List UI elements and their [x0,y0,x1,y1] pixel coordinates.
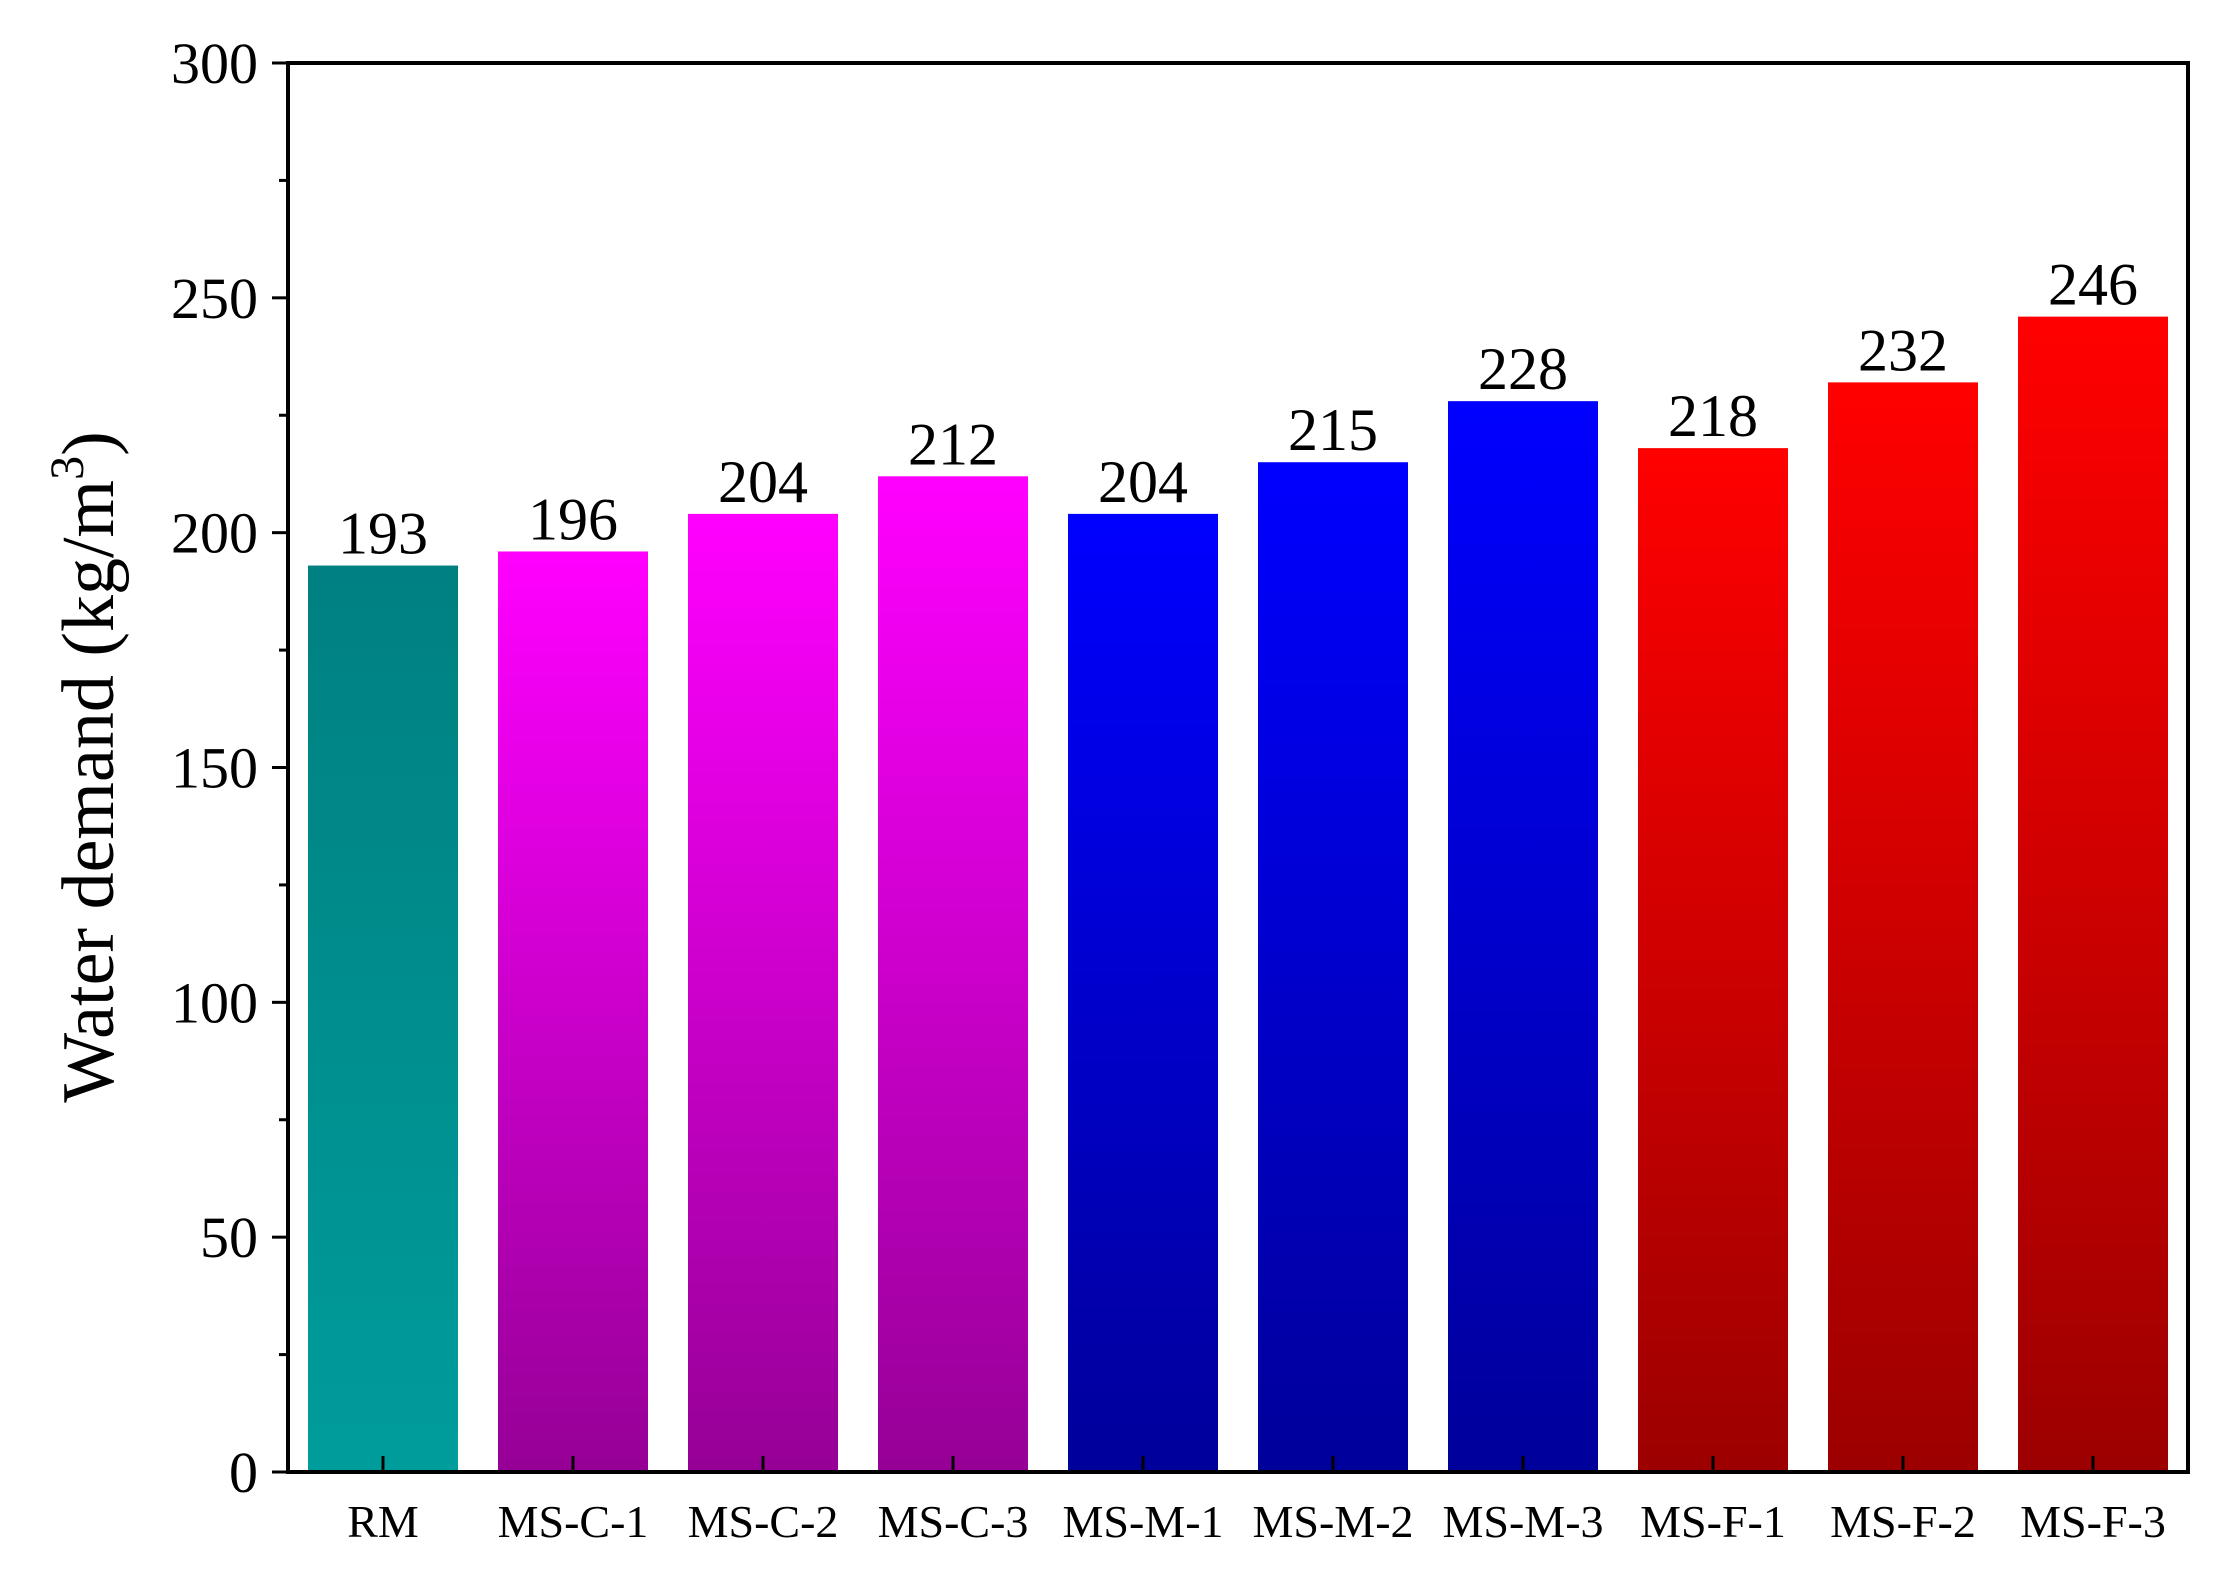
x-tick-label-ms-m-2: MS-M-2 [1252,1496,1413,1547]
x-tick-label-ms-f-3: MS-F-3 [2020,1496,2166,1547]
bar-ms-m-1 [1068,513,1218,1472]
data-label-ms-f-1: 218 [1668,383,1758,449]
data-label-ms-m-2: 215 [1288,397,1378,463]
x-tick-label-ms-m-3: MS-M-3 [1442,1496,1603,1547]
y-axis-title-close: ) [48,431,130,456]
y-tick-label-50: 50 [200,1205,258,1270]
y-tick-label-200: 200 [171,501,258,566]
y-axis-title: Water demand (kg/m3) [41,431,130,1102]
y-tick-label-0: 0 [229,1440,258,1505]
bar-ms-m-3 [1448,401,1598,1472]
data-label-rm: 193 [338,501,428,567]
y-tick-label-250: 250 [171,266,258,331]
y-axis-title-superscript: 3 [41,456,94,480]
data-label-ms-f-2: 232 [1858,317,1948,383]
bar-ms-m-2 [1258,462,1408,1472]
y-tick-label-300: 300 [171,31,258,96]
data-label-ms-m-1: 204 [1098,449,1188,515]
x-tick-label-ms-f-2: MS-F-2 [1830,1496,1976,1547]
data-labels: 193 196 204 212 204 215 228 218 232 246 [338,252,2138,567]
y-ticks: 0 50 100 150 200 250 300 [171,31,288,1505]
bars-layer [308,316,2168,1473]
data-label-ms-c-2: 204 [718,449,808,515]
x-tick-label-ms-c-2: MS-C-2 [688,1496,839,1547]
x-tick-label-ms-f-1: MS-F-1 [1640,1496,1786,1547]
bar-ms-f-1 [1638,448,1788,1472]
y-tick-label-150: 150 [171,736,258,801]
bar-ms-f-3 [2018,316,2168,1472]
bar-ms-c-1 [498,551,648,1472]
x-ticks: RM MS-C-1 MS-C-2 MS-C-3 MS-M-1 MS-M-2 MS-M-3 MS… [347,1456,2166,1547]
data-label-ms-m-3: 228 [1478,336,1568,402]
bar-ms-c-2 [688,513,838,1472]
x-tick-label-ms-c-1: MS-C-1 [498,1496,649,1547]
data-label-ms-c-3: 212 [908,411,998,477]
bar-ms-f-2 [1828,382,1978,1473]
bar-ms-c-3 [878,476,1028,1473]
y-tick-label-100: 100 [171,970,258,1035]
x-tick-label-ms-m-1: MS-M-1 [1062,1496,1223,1547]
data-label-ms-f-3: 246 [2048,252,2138,318]
bar-rm [308,565,458,1472]
x-tick-label-rm: RM [347,1496,419,1547]
x-tick-label-ms-c-3: MS-C-3 [878,1496,1029,1547]
data-label-ms-c-1: 196 [528,486,618,552]
